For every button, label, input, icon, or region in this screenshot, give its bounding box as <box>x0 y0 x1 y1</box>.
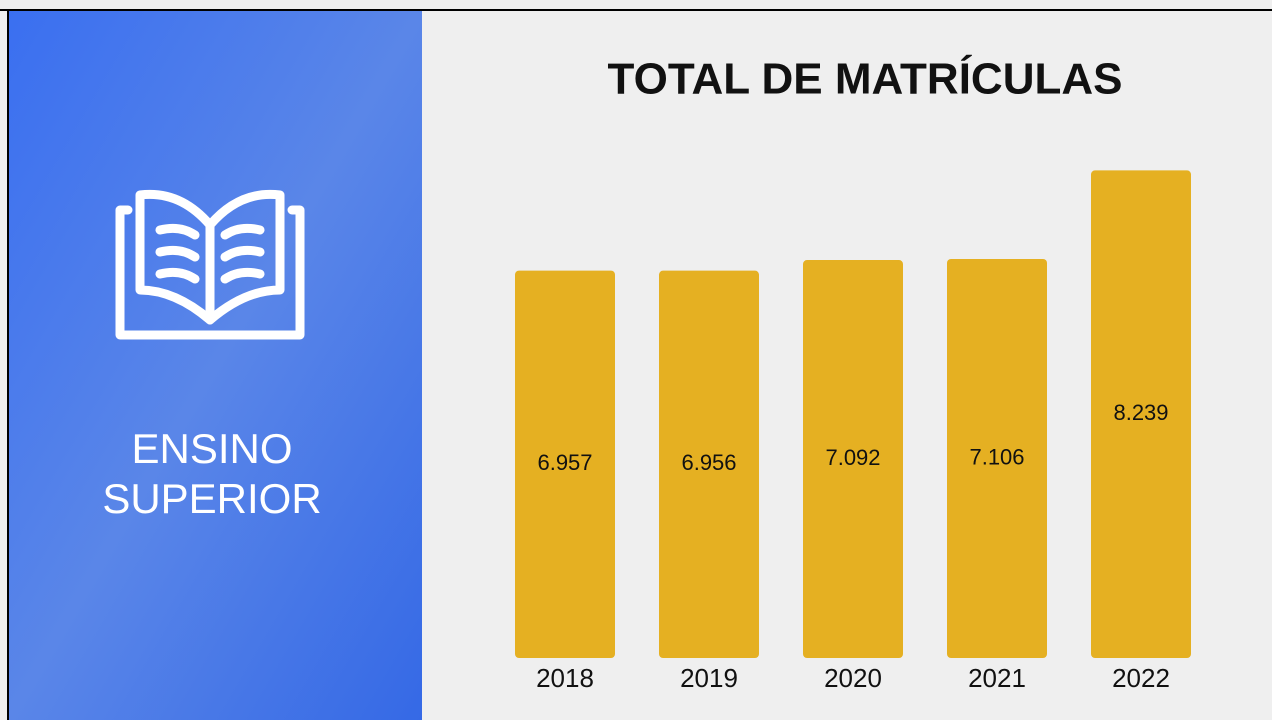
x-tick-label: 2018 <box>536 663 594 693</box>
panel-text: SUPERIOR <box>102 475 321 522</box>
value-label: 7.106 <box>969 444 1024 469</box>
x-tick-label: 2019 <box>680 663 738 693</box>
bar <box>1091 170 1191 659</box>
value-label: 6.956 <box>681 450 736 475</box>
x-tick-label: 2021 <box>968 663 1026 693</box>
chart-title: TOTAL DE MATRÍCULAS <box>608 54 1123 104</box>
value-label: 8.239 <box>1113 400 1168 425</box>
bar <box>803 260 903 658</box>
x-tick-label: 2022 <box>1112 663 1170 693</box>
x-tick-label: 2020 <box>824 663 882 693</box>
value-label: 7.092 <box>825 445 880 470</box>
value-label: 6.957 <box>537 450 592 475</box>
bar <box>515 270 615 658</box>
bar <box>659 270 759 658</box>
bar <box>947 258 1047 658</box>
side-panel <box>8 10 422 720</box>
panel-text: ENSINO <box>131 425 292 472</box>
book-icon <box>115 189 305 340</box>
